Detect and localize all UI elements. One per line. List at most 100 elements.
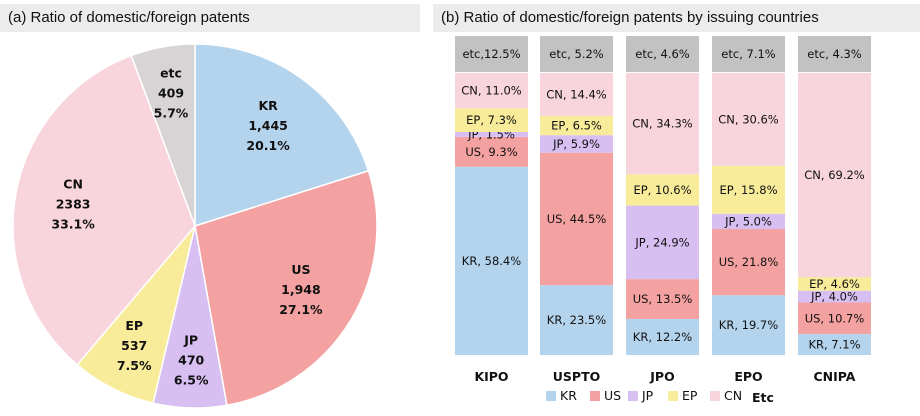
pie-chart: KR 1,445 20.1% US 1,948 27.1% JP 470 6.5% EP 537 7.… xyxy=(12,43,378,409)
pie-label-us-count: 1,948 xyxy=(281,282,321,297)
bar-segment-cnipa-cn xyxy=(798,73,871,278)
category-label-epo: EPO xyxy=(734,369,762,384)
bar-segment-uspto-kr xyxy=(540,285,613,355)
bar-label-jpo-us: US, 13.5% xyxy=(633,292,693,306)
bar-label-epo-ep: EP, 15.8% xyxy=(719,183,777,197)
category-label-kipo: KIPO xyxy=(474,369,508,384)
bar-etc-label-epo: etc, 7.1% xyxy=(721,47,776,61)
pie-slice-etc xyxy=(130,43,196,227)
legend-label-us: US xyxy=(604,388,621,403)
bar-label-uspto-kr: KR, 23.5% xyxy=(547,313,606,327)
bar-segment-cnipa-us xyxy=(798,302,871,335)
bar-segment-epo-ep xyxy=(712,165,785,214)
bar-label-epo-cn: CN, 30.6% xyxy=(718,112,779,126)
pie-label-etc-percent: 5.7% xyxy=(154,106,189,121)
pie-label-etc-name: etc xyxy=(160,66,182,81)
pie-label-ep-name: EP xyxy=(125,318,143,333)
bar-label-kipo-ep: EP, 7.3% xyxy=(466,113,517,127)
bar-label-jpo-ep: EP, 10.6% xyxy=(633,183,691,197)
pie-label-jp-name: JP xyxy=(183,333,198,348)
bar-label-uspto-jp: JP, 5.9% xyxy=(552,137,600,151)
bar-label-kipo-kr: KR, 58.4% xyxy=(462,254,521,268)
bar-segment-uspto-ep xyxy=(540,115,613,136)
category-label-cnipa: CNIPA xyxy=(814,369,856,384)
pie-label-kr-count: 1,445 xyxy=(248,118,288,133)
panel-b-title: (b) Ratio of domestic/foreign patents by… xyxy=(433,4,920,32)
legend-label-kr: KR xyxy=(560,388,577,403)
pie-slice-cn xyxy=(12,54,196,366)
bar-segment-uspto-cn xyxy=(540,73,613,116)
bar-segment-cnipa-ep xyxy=(798,277,871,291)
bar-segment-jpo-cn xyxy=(626,73,699,175)
bar-segment-epo-kr xyxy=(712,295,785,355)
bar-label-cnipa-us: US, 10.7% xyxy=(805,311,865,325)
bar-label-cnipa-jp: JP, 4.0% xyxy=(810,290,858,304)
pie-label-us-name: US xyxy=(291,262,310,277)
bar-segment-epo-cn xyxy=(712,73,785,166)
pie-label-cn-name: CN xyxy=(63,177,83,192)
bar-label-jpo-jp: JP, 24.9% xyxy=(634,235,689,249)
pie-label-cn-percent: 33.1% xyxy=(51,217,95,232)
bar-label-cnipa-cn: CN, 69.2% xyxy=(804,168,865,182)
bar-label-jpo-kr: KR, 12.2% xyxy=(633,330,692,344)
bar-label-kipo-us: US, 9.3% xyxy=(465,145,517,159)
bar-etc-label-jpo: etc, 4.6% xyxy=(635,47,690,61)
category-label-uspto: USPTO xyxy=(553,369,600,384)
bar-label-uspto-us: US, 44.5% xyxy=(547,212,607,226)
stacked-bar-chart: etc,12.5%KR, 58.4%US, 9.3%JP, 1.5%EP, 7.… xyxy=(455,36,871,384)
bar-segment-epo-jp xyxy=(712,213,785,230)
pie-slice-kr xyxy=(194,43,370,228)
bar-etc-jpo xyxy=(626,36,699,72)
bar-label-jpo-cn: CN, 34.3% xyxy=(632,117,693,131)
bar-segment-kipo-jp xyxy=(455,131,528,137)
bar-label-kipo-cn: CN, 11.0% xyxy=(461,84,522,98)
bar-segment-jpo-ep xyxy=(626,174,699,206)
pie-label-kr-name: KR xyxy=(258,98,278,113)
bar-segment-jpo-jp xyxy=(626,205,699,280)
bar-etc-label-cnipa: etc, 4.3% xyxy=(807,47,862,61)
pie-label-us-percent: 27.1% xyxy=(279,302,323,317)
bar-segment-cnipa-kr xyxy=(798,334,871,355)
bar-segment-uspto-us xyxy=(540,152,613,286)
legend-label-ep: EP xyxy=(682,388,698,403)
bar-segment-kipo-cn xyxy=(455,73,528,109)
legend-label-jp: JP xyxy=(641,388,654,403)
pie-label-kr-percent: 20.1% xyxy=(246,138,290,153)
bar-segment-uspto-jp xyxy=(540,135,613,153)
bar-etc-label-kipo: etc,12.5% xyxy=(462,47,520,61)
bar-etc-uspto xyxy=(540,36,613,72)
pie-label-etc-count: 409 xyxy=(158,86,184,101)
bar-segment-kipo-ep xyxy=(455,108,528,132)
legend-swatch-jp xyxy=(628,391,638,401)
legend-swatch-us xyxy=(590,391,600,401)
pie-label-jp-count: 470 xyxy=(178,353,204,368)
bar-segment-jpo-us xyxy=(626,279,699,319)
bar-label-epo-jp: JP, 5.0% xyxy=(724,214,772,228)
bar-label-cnipa-kr: KR, 7.1% xyxy=(808,338,860,352)
bar-etc-cnipa xyxy=(798,36,871,72)
bar-etc-label-uspto: etc, 5.2% xyxy=(549,47,604,61)
pie-label-ep-count: 537 xyxy=(121,338,147,353)
bar-segment-cnipa-jp xyxy=(798,290,871,303)
bar-segment-jpo-kr xyxy=(626,318,699,355)
bar-label-epo-us: US, 21.8% xyxy=(719,255,779,269)
legend-swatch-cn xyxy=(710,391,720,401)
bar-label-uspto-cn: CN, 14.4% xyxy=(546,87,607,101)
legend-label-etc: Etc xyxy=(752,390,774,405)
bar-label-epo-kr: KR, 19.7% xyxy=(719,318,778,332)
bar-segment-kipo-us xyxy=(455,136,528,167)
legend: KR US JP EP CN Etc xyxy=(546,388,774,405)
legend-swatch-kr xyxy=(546,391,556,401)
legend-swatch-ep xyxy=(668,391,678,401)
pie-slice-us xyxy=(194,169,378,407)
legend-label-cn: CN xyxy=(724,388,742,403)
bar-segment-kipo-kr xyxy=(455,166,528,355)
bar-label-cnipa-ep: EP, 4.6% xyxy=(809,277,860,291)
bar-segment-epo-us xyxy=(712,229,785,296)
pie-label-ep-percent: 7.5% xyxy=(117,358,152,373)
pie-label-cn-count: 2383 xyxy=(56,197,91,212)
pie-label-jp-percent: 6.5% xyxy=(174,373,209,388)
category-label-jpo: JPO xyxy=(649,369,674,384)
panel-a-title: (a) Ratio of domestic/foreign patents xyxy=(0,4,420,32)
